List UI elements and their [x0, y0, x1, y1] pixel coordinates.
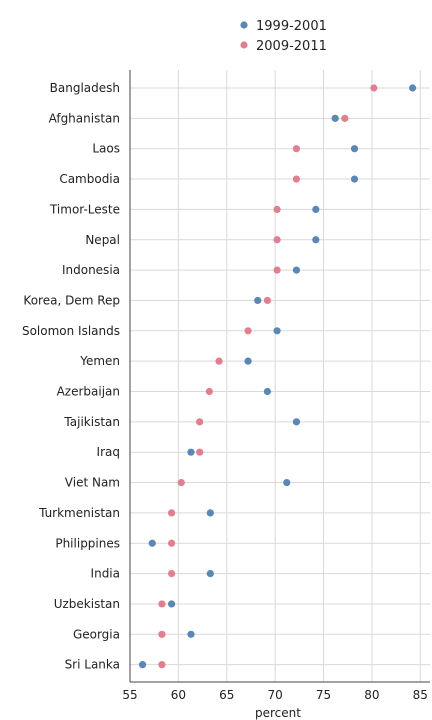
category-label: India [91, 567, 120, 581]
data-point-1999-2001 [312, 205, 320, 213]
data-point-2009-2011 [273, 266, 281, 274]
data-point-1999-2001 [331, 114, 339, 122]
data-point-1999-2001 [408, 84, 417, 92]
category-label: Solomon Islands [22, 324, 120, 338]
data-point-2009-2011 [292, 145, 301, 153]
data-point-1999-2001 [138, 661, 147, 669]
category-label: Afghanistan [49, 111, 120, 125]
x-tick-label: 75 [316, 688, 331, 702]
data-point-2009-2011 [244, 327, 252, 335]
y-axis-labels: Bangladesh Afghanistan Laos Cambodia Timor-L… [22, 81, 120, 672]
x-tick-label: 65 [219, 688, 234, 702]
x-tick-label: 80 [364, 688, 379, 702]
data-point-1999-2001 [312, 236, 320, 244]
category-label: Georgia [73, 627, 120, 641]
gridlines [129, 70, 430, 682]
x-axis-labels: 55 60 65 70 75 80 85 [122, 688, 428, 702]
data-point-2009-2011 [168, 539, 176, 547]
data-point-1999-2001 [187, 630, 195, 638]
category-label: Turkmenistan [38, 506, 120, 520]
data-point-2009-2011 [177, 478, 185, 487]
data-point-2009-2011 [215, 357, 223, 365]
category-label: Cambodia [59, 172, 120, 186]
category-label: Uzbekistan [54, 597, 120, 611]
legend-label: 1999-2001 [256, 19, 327, 34]
data-point-2009-2011 [341, 114, 349, 122]
category-label: Nepal [85, 233, 120, 247]
category-label: Philippines [55, 536, 120, 550]
category-label: Sri Lanka [65, 658, 120, 672]
category-label: Yemen [79, 354, 120, 368]
x-tick-label: 85 [413, 688, 428, 702]
legend-marker [240, 41, 248, 49]
data-point-2009-2011 [158, 600, 166, 608]
category-label: Viet Nam [65, 476, 120, 490]
data-point-2009-2011 [205, 387, 213, 396]
x-axis-title: percent [255, 706, 301, 720]
legend-label: 2009-2011 [256, 39, 327, 54]
data-point-1999-2001 [168, 600, 176, 608]
data-point-1999-2001 [350, 145, 359, 153]
data-point-2009-2011 [263, 296, 272, 305]
legend-marker [240, 21, 248, 29]
axis-frame [129, 70, 430, 683]
data-point-1999-2001 [263, 387, 272, 396]
data-point-2009-2011 [168, 570, 176, 578]
data-point-1999-2001 [292, 418, 301, 426]
data-points [138, 84, 417, 669]
data-point-1999-2001 [148, 539, 156, 547]
category-label: Timor-Leste [49, 202, 120, 216]
x-tick-label: 55 [122, 688, 137, 702]
data-point-1999-2001 [206, 509, 214, 517]
data-point-2009-2011 [158, 661, 166, 669]
data-point-1999-2001 [187, 448, 195, 456]
category-label: Tajikistan [63, 415, 120, 429]
data-point-1999-2001 [283, 478, 291, 487]
category-label: Azerbaijan [57, 385, 120, 399]
category-label: Korea, Dem Rep [23, 293, 120, 307]
data-point-2009-2011 [158, 630, 166, 638]
data-point-2009-2011 [196, 418, 204, 426]
data-point-2009-2011 [273, 205, 281, 213]
data-point-1999-2001 [292, 266, 301, 274]
legend: 1999-2001 2009-2011 [240, 19, 327, 54]
category-label: Bangladesh [50, 81, 120, 95]
data-point-1999-2001 [244, 357, 252, 365]
data-point-2009-2011 [168, 509, 176, 517]
data-point-1999-2001 [254, 296, 262, 305]
data-point-2009-2011 [370, 84, 378, 92]
x-tick-label: 60 [171, 688, 186, 702]
data-point-2009-2011 [292, 175, 301, 183]
category-label: Iraq [97, 445, 120, 459]
data-point-1999-2001 [206, 570, 214, 578]
data-point-1999-2001 [350, 175, 359, 183]
category-label: Indonesia [62, 263, 120, 277]
category-label: Laos [92, 142, 120, 156]
data-point-2009-2011 [273, 236, 281, 244]
data-point-2009-2011 [196, 448, 204, 456]
x-tick-label: 70 [268, 688, 283, 702]
data-point-1999-2001 [273, 327, 281, 335]
